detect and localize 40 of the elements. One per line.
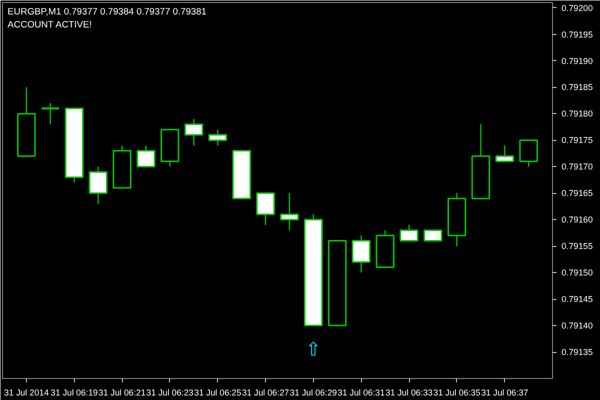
y-tick-label: 0.79185 [562,82,593,92]
candlestick [280,192,299,231]
x-tick-label: 31 Jul 06:23 [146,388,194,398]
y-tick-label: 0.79190 [562,56,593,66]
y-tick-label: 0.79170 [562,162,593,172]
y-tick-label: 0.79165 [562,188,593,198]
x-tick-label: 31 Jul 06:29 [290,388,338,398]
candlestick [352,234,371,274]
y-tick-label: 0.79155 [562,241,593,252]
x-tick-label: 31 Jul 06:25 [194,388,242,398]
x-tick-label: 31 Jul 06:33 [385,388,433,398]
y-tick-label: 0.79140 [562,320,593,331]
x-tick-label: 31 Jul 06:27 [242,388,290,398]
x-tick-label: 31 Jul 06:31 [338,388,385,398]
candlestick [184,118,204,146]
x-tick-label: 31 Jul 06:21 [98,388,146,398]
x-tick-label: 31 Jul 06:19 [50,388,98,398]
candlestick [495,144,514,162]
x-tick-label: 31 Jul 2014 [4,388,49,398]
y-tick-label: 0.79195 [562,29,593,40]
candlestick [88,166,108,204]
y-tick-label: 0.79180 [562,108,593,119]
text: ACCOUNT ACTIVE! [8,20,92,30]
candlestick [400,224,418,242]
y-tick-label: 0.79200 [562,2,593,13]
candlestick [208,129,228,146]
candlestick [256,192,275,226]
annotation: ⇧ [306,340,322,361]
chart-title: EURGBP,M1 0.79377 0.79384 0.79377 0.79381 [8,6,206,16]
candlestick [424,229,442,242]
y-tick-label: 0.79145 [562,294,593,304]
candlestick [519,139,538,168]
y-tick-label: 0.79135 [562,347,593,358]
x-tick-label: 31 Jul 06:37 [481,388,528,398]
candlestick [136,144,156,168]
x-tick-label: 31 Jul 06:35 [433,388,481,398]
y-tick-label: 0.79175 [562,135,593,146]
y-tick-label: 0.79150 [562,268,593,278]
candlestick [40,102,60,125]
y-tick-label: 0.79160 [562,214,593,225]
